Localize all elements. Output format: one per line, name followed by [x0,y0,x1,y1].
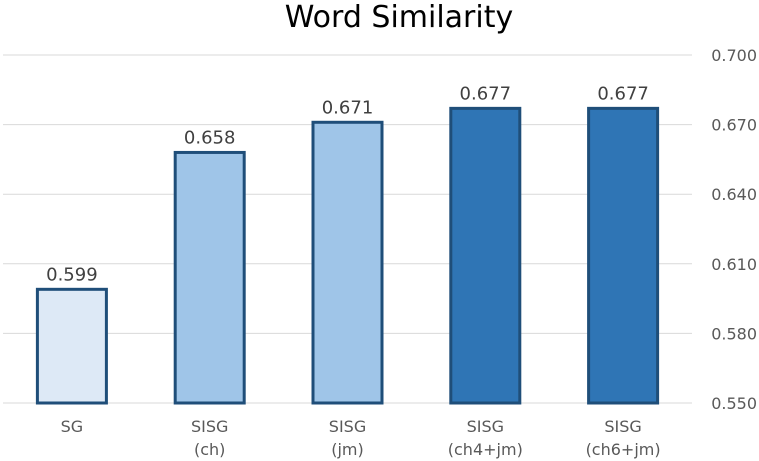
x-tick-label: SISG [467,417,504,436]
y-axis: 0.550 0.580 0.610 0.640 0.670 0.700 [711,46,757,413]
y-tick-label: 0.670 [711,116,757,135]
x-tick-label: SISG [604,417,641,436]
data-labels: 0.599 0.658 0.671 0.677 0.677 [46,83,649,285]
x-tick-label: SISG [329,417,366,436]
bar [35,287,108,405]
data-label: 0.599 [46,264,98,285]
bar [587,106,660,405]
x-tick-label: (ch4+jm) [448,440,523,459]
x-tick-label: SG [61,417,84,436]
bars [35,106,660,405]
bar [173,150,246,405]
x-tick-label: SISG [191,417,228,436]
data-label: 0.671 [322,97,374,118]
data-label: 0.677 [597,83,649,104]
y-tick-label: 0.580 [711,324,757,343]
data-label: 0.658 [184,127,236,148]
x-tick-label: (ch) [194,440,225,459]
x-tick-label: (jm) [331,440,364,459]
x-tick-label: (ch6+jm) [586,440,661,459]
y-tick-label: 0.610 [711,255,757,274]
y-tick-label: 0.700 [711,46,757,65]
data-label: 0.677 [460,83,512,104]
y-tick-label: 0.640 [711,185,757,204]
bar [449,106,522,405]
x-axis: SG SISG (ch) SISG (jm) SISG (ch4+jm) SISG (ch6+j… [61,417,661,459]
y-tick-label: 0.550 [711,394,757,413]
chart-title: Word Similarity [285,0,514,35]
bar [311,120,384,405]
